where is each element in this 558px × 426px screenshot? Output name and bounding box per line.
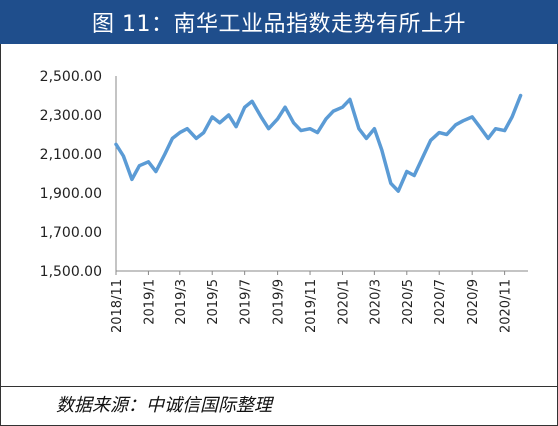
x-tick-label: 2018/11 — [110, 279, 125, 333]
y-tick-label: 1,900.00 — [40, 186, 102, 202]
y-tick-label: 1,700.00 — [40, 225, 102, 241]
chart-area: 1,500.00 1,700.00 1,900.00 2,100.00 2,300.00… — [0, 48, 558, 386]
x-tick-label: 2020/9 — [466, 279, 481, 325]
figure-title-bar: 图 11：南华工业品指数走势有所上升 — [0, 0, 558, 44]
x-tick-label: 2020/1 — [336, 279, 351, 325]
x-tick-label: 2019/5 — [206, 279, 221, 325]
source-note: 数据来源：中诚信国际整理 — [56, 395, 272, 416]
y-tick-label: 2,500.00 — [40, 69, 102, 85]
x-tick-label: 2019/9 — [272, 279, 287, 325]
y-tick-label: 2,100.00 — [40, 147, 102, 163]
x-tick-label: 2019/3 — [174, 279, 189, 325]
x-tick-label: 2019/7 — [239, 279, 254, 325]
y-tick-label: 1,500.00 — [40, 264, 102, 280]
line-chart: 1,500.00 1,700.00 1,900.00 2,100.00 2,300.00… — [40, 69, 528, 333]
figure-title: 图 11：南华工业品指数走势有所上升 — [92, 12, 466, 37]
y-tick-label: 2,300.00 — [40, 108, 102, 124]
x-tick-label: 2020/7 — [433, 279, 448, 325]
x-tick-label: 2020/5 — [401, 279, 416, 325]
source-divider — [0, 386, 558, 387]
index-series-line — [114, 93, 523, 193]
x-tick-label: 2019/1 — [142, 279, 157, 325]
x-tick-label: 2020/11 — [499, 279, 514, 333]
x-tick-label: 2020/3 — [368, 279, 383, 325]
x-tick-label: 2019/11 — [304, 279, 319, 333]
